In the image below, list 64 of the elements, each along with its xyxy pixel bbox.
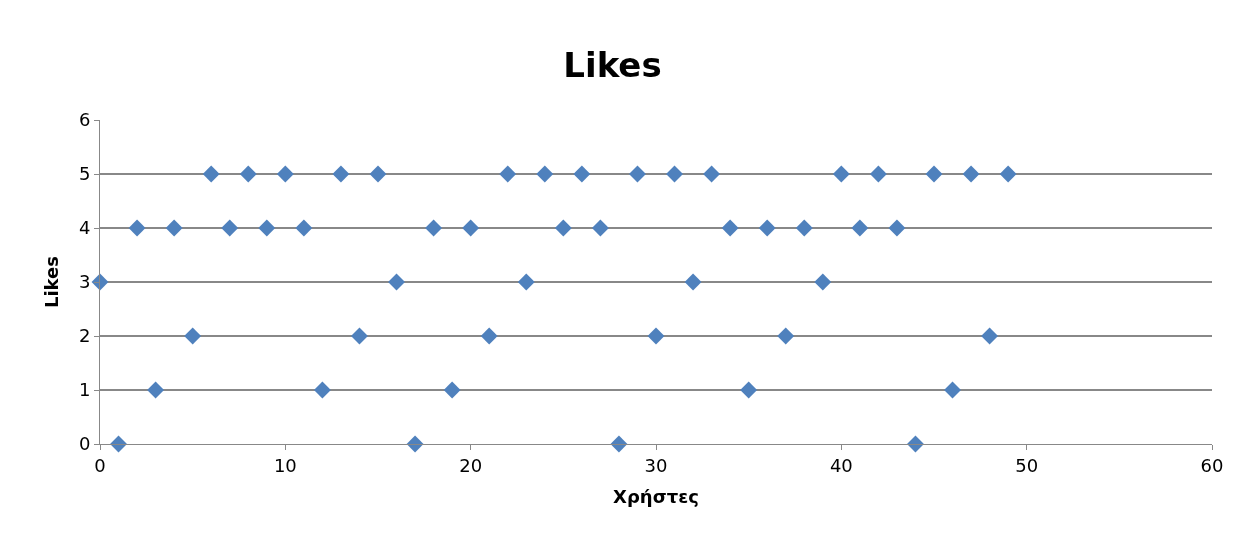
point (295, 219, 313, 237)
point (184, 327, 202, 345)
point (925, 165, 943, 183)
point (443, 381, 461, 399)
point (536, 165, 554, 183)
x-tick-label: 20 (459, 454, 483, 476)
point (258, 219, 276, 237)
point (202, 165, 220, 183)
point (777, 327, 795, 345)
y-tick-label: 6 (78, 109, 91, 131)
point (369, 165, 387, 183)
x-tick-label: 40 (829, 454, 853, 476)
point (851, 219, 869, 237)
point (981, 327, 999, 345)
point (703, 165, 721, 183)
point (480, 327, 498, 345)
point (869, 165, 887, 183)
point (721, 219, 739, 237)
point (684, 273, 702, 291)
point (221, 219, 239, 237)
point (944, 381, 961, 399)
point (499, 165, 517, 183)
point (462, 219, 480, 237)
point (276, 165, 294, 183)
x-tick-label: 30 (644, 454, 668, 476)
point (573, 165, 591, 183)
point (351, 327, 368, 345)
y-tick-label: 3 (78, 271, 91, 293)
point (313, 381, 331, 399)
y-tick-label: 4 (78, 217, 91, 239)
point (388, 273, 405, 291)
point (147, 381, 165, 399)
y-tick-label: 1 (78, 379, 91, 401)
y-tick-label: 5 (78, 163, 91, 185)
point (832, 165, 850, 183)
x-tick-label: 60 (1200, 454, 1224, 476)
y-axis-title: Likes (41, 255, 63, 309)
y-tick-label: 2 (78, 325, 91, 347)
point (999, 165, 1017, 183)
point (666, 165, 683, 183)
point (517, 273, 535, 291)
point (239, 165, 257, 183)
point (610, 435, 628, 453)
point (740, 381, 758, 399)
point (425, 219, 443, 237)
x-axis-title: Χρήστες (613, 485, 699, 507)
point (629, 165, 646, 183)
point (591, 219, 609, 237)
point (962, 165, 980, 183)
point (554, 219, 572, 237)
point (128, 219, 146, 237)
x-tick-label: 10 (273, 454, 297, 476)
chart-title: Likes (563, 45, 662, 86)
point (814, 273, 832, 291)
point (795, 219, 813, 237)
point (647, 327, 665, 345)
point (165, 219, 183, 237)
x-tick-label: 50 (1015, 454, 1039, 476)
point (406, 435, 424, 453)
point (758, 219, 776, 237)
x-tick-label: 0 (94, 454, 106, 476)
y-tick-label: 0 (78, 433, 91, 455)
point (332, 165, 350, 183)
point (888, 219, 906, 237)
